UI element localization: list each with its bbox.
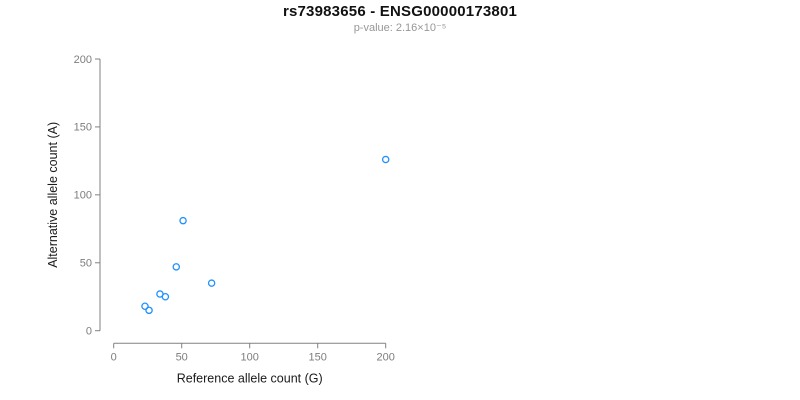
x-tick-label: 200: [377, 351, 395, 363]
data-point: [141, 302, 149, 310]
x-tick-label: 50: [176, 351, 188, 363]
y-axis-label: Alternative allele count (A): [46, 122, 60, 268]
y-tick-label: 150: [74, 122, 92, 134]
data-point: [161, 292, 170, 301]
data-point: [145, 306, 153, 315]
x-tick-label: 100: [241, 351, 259, 363]
y-tick-label: 200: [74, 54, 92, 66]
pvalue-subtitle: p-value: 2.16×10⁻⁵: [353, 22, 447, 34]
y-tick-label: 50: [80, 258, 92, 270]
allele-counts-chart: 0 50 100 150 200 0 50 100 150 200 Reference allele…: [46, 54, 395, 385]
data-point: [207, 279, 216, 287]
y-tick-label: 100: [74, 190, 92, 202]
page-title: rs73983656 - ENSG00000173801: [282, 3, 518, 20]
x-axis-label: Reference allele count (G): [177, 371, 323, 385]
y-tick-label: 0: [86, 326, 92, 338]
data-point: [381, 155, 390, 164]
x-tick-label: 0: [111, 351, 117, 363]
data-point: [172, 263, 181, 271]
x-tick-label: 150: [309, 351, 327, 363]
data-point: [179, 216, 187, 225]
